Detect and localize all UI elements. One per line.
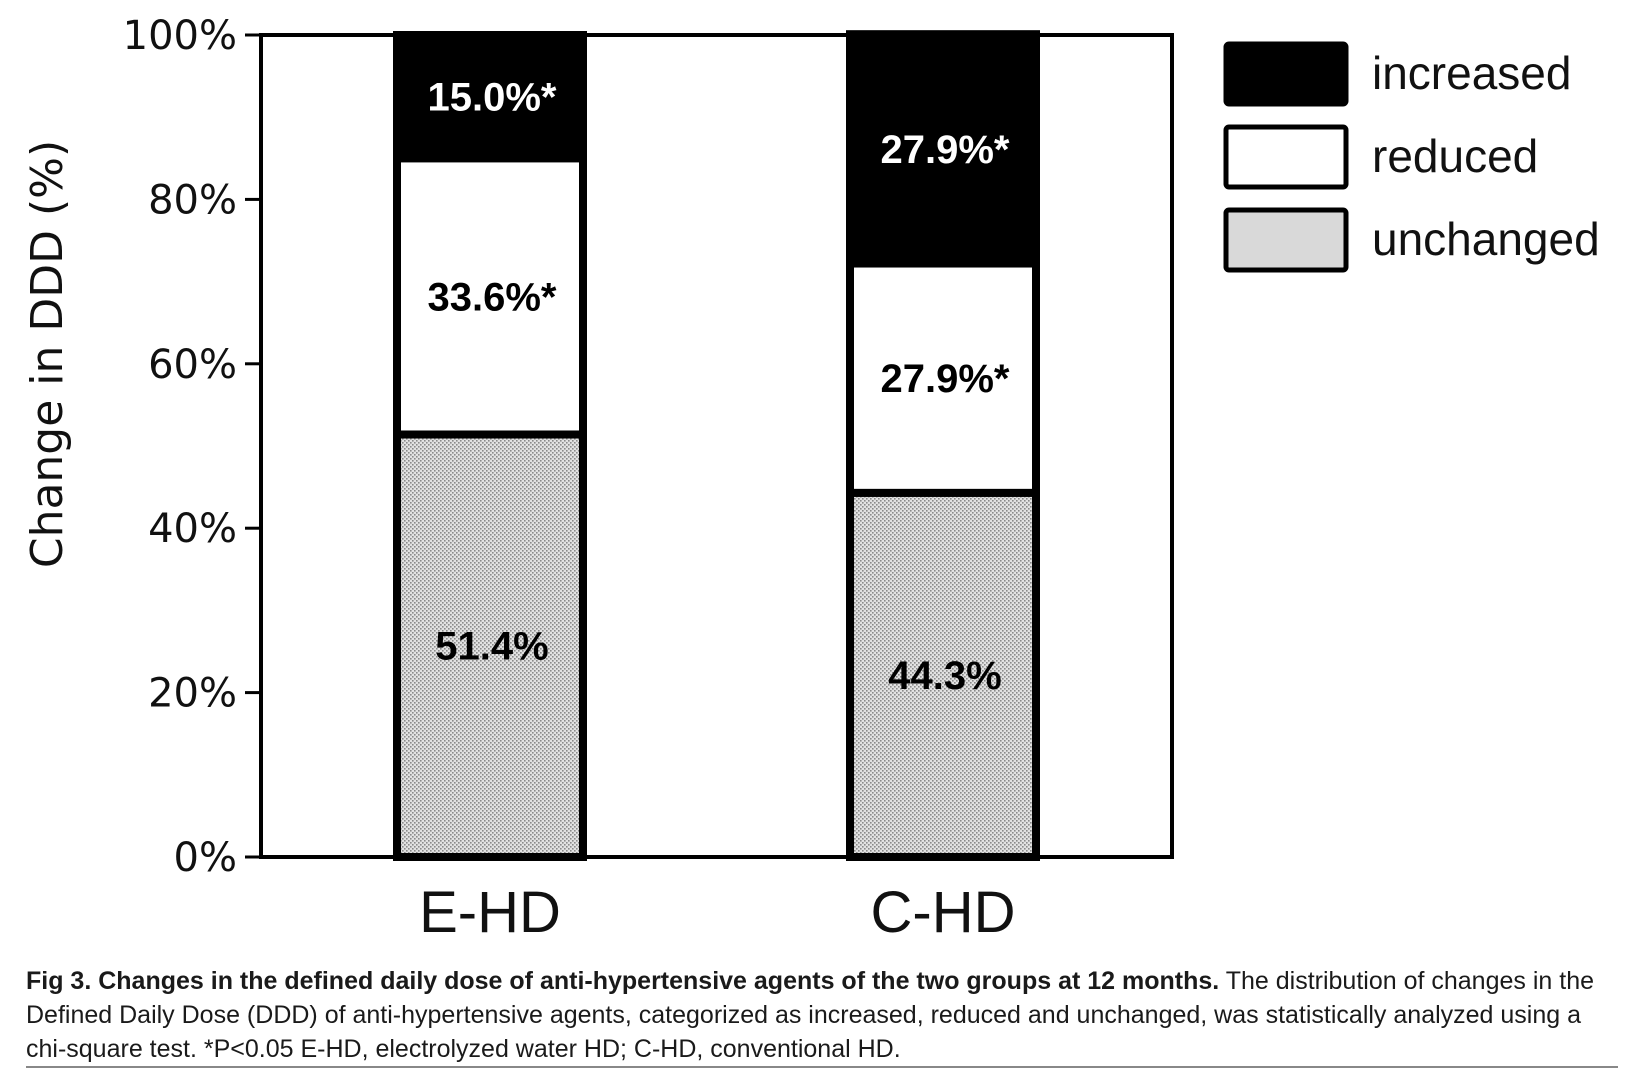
y-tick-label: 0%	[174, 835, 237, 881]
legend-label-increased: increased	[1372, 47, 1571, 99]
x-tick-label: C-HD	[871, 880, 1016, 945]
stacked-bar-chart: 51.4% 33.6%* 15.0%* 44.3% 27.9%* 27.9%* 0% 20%…	[22, 13, 1600, 945]
data-label-unchanged-e-hd: 51.4%	[435, 625, 548, 669]
y-axis-label: Change in DDD (%)	[22, 140, 73, 568]
y-tick-label: 100%	[123, 13, 237, 59]
legend-label-unchanged: unchanged	[1372, 213, 1600, 265]
caption-text: The distribution of changes in the Defin…	[26, 967, 1594, 1063]
x-axis: E-HD C-HD	[419, 880, 1015, 945]
bars: 51.4% 33.6%* 15.0%* 44.3% 27.9%* 27.9%*	[393, 30, 1040, 861]
data-label-increased-c-hd: 27.9%*	[881, 128, 1010, 172]
bar-increased-e-hd	[393, 31, 587, 163]
legend-swatch-unchanged	[1223, 207, 1349, 273]
y-tick-label: 60%	[148, 342, 237, 388]
y-tick-label: 20%	[148, 671, 237, 717]
x-tick-label: E-HD	[419, 880, 561, 945]
caption-title: Fig 3. Changes in the defined daily dose…	[26, 967, 1220, 995]
data-label-reduced-c-hd: 27.9%*	[881, 357, 1010, 401]
bar-reduced-e-hd	[393, 154, 587, 439]
figure-caption: Fig 3. Changes in the defined daily dose…	[26, 964, 1618, 1066]
legend-label-reduced: reduced	[1372, 130, 1538, 182]
legend-swatch-increased	[1223, 41, 1349, 107]
data-label-unchanged-c-hd: 44.3%	[888, 654, 1001, 698]
bar-reduced-c-hd	[846, 259, 1040, 497]
data-label-increased-e-hd: 15.0%*	[428, 76, 557, 120]
legend-swatch-reduced	[1223, 124, 1349, 190]
y-tick-label: 40%	[148, 506, 237, 552]
y-axis: 0% 20% 40% 60% 80% 100%	[123, 13, 261, 881]
bar-unchanged-e-hd	[393, 430, 587, 861]
y-tick-label: 80%	[148, 177, 237, 223]
caption-divider	[26, 1066, 1618, 1068]
data-label-reduced-e-hd: 33.6%*	[428, 275, 557, 319]
legend: increased reduced unchanged	[1223, 41, 1600, 273]
bar-increased-c-hd	[846, 30, 1040, 268]
